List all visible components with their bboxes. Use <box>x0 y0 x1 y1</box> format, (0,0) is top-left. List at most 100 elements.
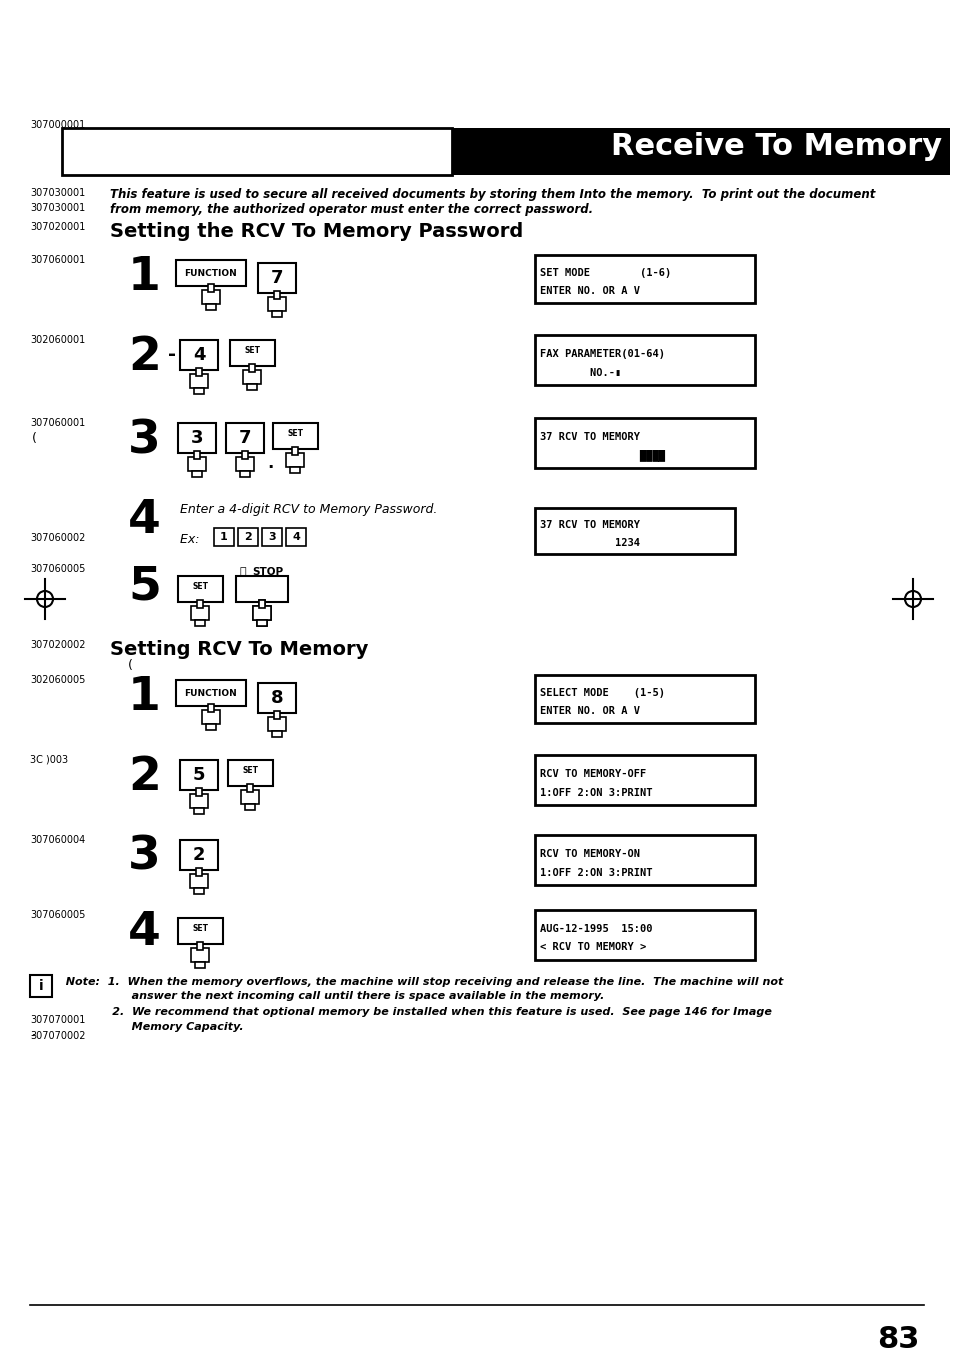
Text: 307060001: 307060001 <box>30 255 85 264</box>
FancyBboxPatch shape <box>286 453 304 467</box>
FancyBboxPatch shape <box>230 340 274 366</box>
FancyBboxPatch shape <box>535 835 754 885</box>
FancyBboxPatch shape <box>253 606 271 621</box>
Text: 1: 1 <box>128 255 161 299</box>
FancyBboxPatch shape <box>188 457 206 471</box>
Text: RCV TO MEMORY-OFF: RCV TO MEMORY-OFF <box>539 769 645 778</box>
Text: 307060005: 307060005 <box>30 564 85 575</box>
Text: -: - <box>30 1029 34 1041</box>
Text: 307070002: 307070002 <box>30 1031 86 1041</box>
Text: 2: 2 <box>244 532 252 542</box>
FancyBboxPatch shape <box>535 335 754 384</box>
Text: 2: 2 <box>128 335 161 380</box>
Text: 3: 3 <box>191 429 203 447</box>
FancyBboxPatch shape <box>226 424 264 453</box>
FancyBboxPatch shape <box>192 606 210 621</box>
Text: 83: 83 <box>877 1325 919 1349</box>
FancyBboxPatch shape <box>193 451 200 459</box>
Text: 37 RCV TO MEMORY: 37 RCV TO MEMORY <box>539 521 639 530</box>
FancyBboxPatch shape <box>257 263 295 293</box>
FancyBboxPatch shape <box>535 755 754 805</box>
Text: SET: SET <box>193 581 209 591</box>
Text: (: ( <box>32 432 37 445</box>
FancyBboxPatch shape <box>268 718 286 731</box>
FancyBboxPatch shape <box>195 788 202 796</box>
Text: Setting RCV To Memory: Setting RCV To Memory <box>110 639 368 660</box>
Text: 307000001: 307000001 <box>30 120 85 130</box>
Text: SET MODE        (1-6): SET MODE (1-6) <box>539 268 671 278</box>
FancyBboxPatch shape <box>195 962 205 969</box>
FancyBboxPatch shape <box>30 975 52 997</box>
Text: 1234: 1234 <box>539 537 639 548</box>
FancyBboxPatch shape <box>206 304 215 310</box>
Text: 1: 1 <box>128 674 161 720</box>
FancyBboxPatch shape <box>235 457 253 471</box>
FancyBboxPatch shape <box>192 948 210 962</box>
FancyBboxPatch shape <box>243 370 261 384</box>
FancyBboxPatch shape <box>256 621 267 626</box>
Text: 37 RCV TO MEMORY: 37 RCV TO MEMORY <box>539 432 639 442</box>
FancyBboxPatch shape <box>268 297 286 312</box>
Text: 4: 4 <box>128 498 161 544</box>
FancyBboxPatch shape <box>293 447 298 455</box>
Text: 307060005: 307060005 <box>30 911 85 920</box>
Text: Receive To Memory: Receive To Memory <box>610 132 941 161</box>
FancyBboxPatch shape <box>235 576 288 602</box>
FancyBboxPatch shape <box>274 711 280 719</box>
Text: 2: 2 <box>128 755 161 800</box>
FancyBboxPatch shape <box>274 291 280 299</box>
Text: Ex:: Ex: <box>180 533 203 546</box>
Text: 307060004: 307060004 <box>30 835 85 844</box>
Text: 2.  We recommend that optional memory be installed when this feature is used.  S: 2. We recommend that optional memory be … <box>58 1006 771 1017</box>
Text: Setting the RCV To Memory Password: Setting the RCV To Memory Password <box>110 223 522 241</box>
FancyBboxPatch shape <box>257 683 295 714</box>
Text: 1:OFF 2:ON 3:PRINT: 1:OFF 2:ON 3:PRINT <box>539 867 652 877</box>
Text: 307030001: 307030001 <box>30 188 85 198</box>
FancyBboxPatch shape <box>273 424 317 449</box>
Text: 4: 4 <box>193 345 205 364</box>
Text: i: i <box>39 979 43 993</box>
Text: 5: 5 <box>193 766 205 784</box>
Text: SET: SET <box>242 766 258 774</box>
Text: ENTER NO. OR A V: ENTER NO. OR A V <box>539 706 639 716</box>
Text: 302060001: 302060001 <box>30 335 85 345</box>
Text: 1:OFF 2:ON 3:PRINT: 1:OFF 2:ON 3:PRINT <box>539 788 652 797</box>
Text: FUNCTION: FUNCTION <box>185 688 237 697</box>
Text: SET: SET <box>287 429 303 438</box>
Text: Enter a 4-digit RCV to Memory Password.: Enter a 4-digit RCV to Memory Password. <box>180 503 436 517</box>
Text: 307030001: 307030001 <box>30 202 85 213</box>
Text: 3: 3 <box>128 418 161 463</box>
Text: 307070001: 307070001 <box>30 1014 85 1025</box>
FancyBboxPatch shape <box>247 784 253 792</box>
FancyBboxPatch shape <box>178 919 223 944</box>
Text: 4: 4 <box>292 532 299 542</box>
Text: 7: 7 <box>271 268 283 287</box>
FancyBboxPatch shape <box>256 621 267 626</box>
Text: 302060005: 302060005 <box>30 674 85 685</box>
Text: 3: 3 <box>128 835 161 880</box>
Text: ████: ████ <box>539 449 664 461</box>
FancyBboxPatch shape <box>208 704 213 712</box>
FancyBboxPatch shape <box>258 600 265 608</box>
FancyBboxPatch shape <box>195 867 202 876</box>
Text: 8: 8 <box>271 689 283 707</box>
FancyBboxPatch shape <box>193 808 204 813</box>
Text: Ⓢ: Ⓢ <box>240 567 247 577</box>
FancyBboxPatch shape <box>247 384 257 390</box>
Text: STOP: STOP <box>252 567 283 577</box>
Text: RCV TO MEMORY-ON: RCV TO MEMORY-ON <box>539 849 639 859</box>
Text: 307020001: 307020001 <box>30 223 85 232</box>
FancyBboxPatch shape <box>535 509 734 554</box>
FancyBboxPatch shape <box>258 600 265 608</box>
Text: NO.-▮: NO.-▮ <box>539 367 620 378</box>
FancyBboxPatch shape <box>237 527 257 546</box>
FancyBboxPatch shape <box>195 621 205 626</box>
FancyBboxPatch shape <box>228 759 273 786</box>
FancyBboxPatch shape <box>535 255 754 304</box>
FancyBboxPatch shape <box>535 674 754 723</box>
FancyBboxPatch shape <box>272 731 282 737</box>
Text: from memory, the authorized operator must enter the correct password.: from memory, the authorized operator mus… <box>110 202 593 216</box>
FancyBboxPatch shape <box>242 451 248 459</box>
Text: AUG-12-1995  15:00: AUG-12-1995 15:00 <box>539 924 652 934</box>
Text: .: . <box>267 455 274 472</box>
